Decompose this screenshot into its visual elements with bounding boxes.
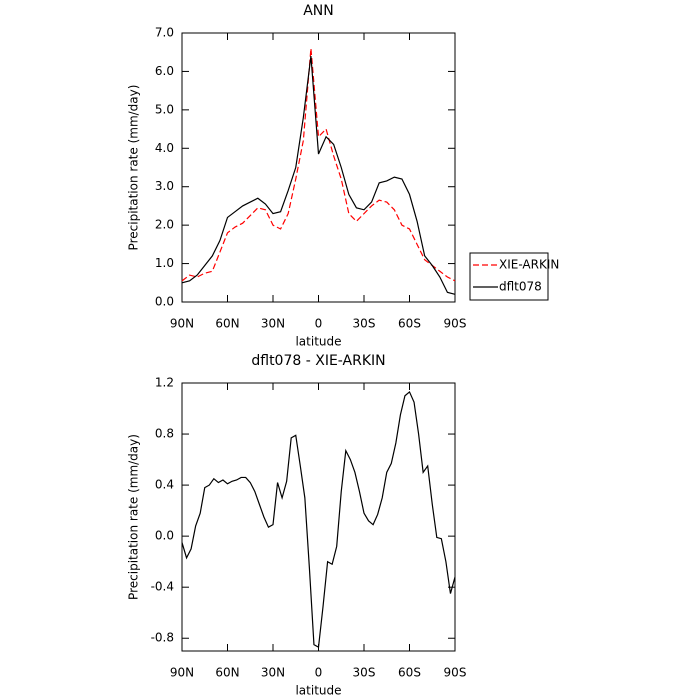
y-tick-label: 0.0 bbox=[155, 529, 174, 543]
x-axis-label: latitude bbox=[295, 684, 341, 698]
y-tick-label: 1.0 bbox=[155, 256, 174, 270]
x-tick-label: 30N bbox=[261, 317, 285, 331]
x-tick-label: 60S bbox=[398, 666, 421, 680]
chart-title: dflt078 - XIE-ARKIN bbox=[251, 353, 385, 369]
x-tick-label: 90S bbox=[444, 317, 467, 331]
y-tick-label: 0.0 bbox=[155, 295, 174, 309]
y-tick-label: 5.0 bbox=[155, 102, 174, 116]
y-tick-label: 0.4 bbox=[155, 478, 174, 492]
x-tick-label: 30S bbox=[353, 317, 376, 331]
x-tick-label: 90N bbox=[170, 666, 194, 680]
data-line bbox=[181, 55, 456, 295]
chart-title: ANN bbox=[303, 3, 334, 19]
data-line bbox=[181, 48, 456, 282]
x-tick-label: 90N bbox=[170, 317, 194, 331]
x-tick-label: 60S bbox=[398, 317, 421, 331]
x-axis-label: latitude bbox=[295, 335, 341, 349]
legend-label: XIE-ARKIN bbox=[499, 258, 559, 272]
y-tick-label: 3.0 bbox=[155, 179, 174, 193]
data-line bbox=[181, 390, 456, 649]
y-axis-label: Precipitation rate (mm/day) bbox=[127, 85, 141, 251]
x-tick-label: 60N bbox=[215, 666, 239, 680]
x-tick-label: 0 bbox=[315, 666, 323, 680]
y-tick-label: 7.0 bbox=[155, 26, 174, 40]
x-tick-label: 30N bbox=[261, 666, 285, 680]
x-tick-label: 90S bbox=[444, 666, 467, 680]
x-tick-label: 30S bbox=[353, 666, 376, 680]
y-tick-label: 2.0 bbox=[155, 218, 174, 232]
plot-frame bbox=[181, 32, 456, 303]
x-tick-label: 0 bbox=[315, 317, 323, 331]
y-tick-label: 0.8 bbox=[155, 427, 174, 441]
y-tick-label: 6.0 bbox=[155, 64, 174, 78]
legend-box bbox=[469, 252, 549, 301]
y-tick-label: -0.8 bbox=[151, 631, 174, 645]
plot-frame bbox=[181, 382, 456, 652]
y-tick-label: -0.4 bbox=[151, 580, 174, 594]
x-tick-label: 60N bbox=[215, 317, 239, 331]
y-tick-label: 4.0 bbox=[155, 141, 174, 155]
legend-label: dflt078 bbox=[499, 280, 542, 294]
y-axis-label: Precipitation rate (mm/day) bbox=[127, 434, 141, 600]
y-tick-label: 1.2 bbox=[155, 376, 174, 390]
